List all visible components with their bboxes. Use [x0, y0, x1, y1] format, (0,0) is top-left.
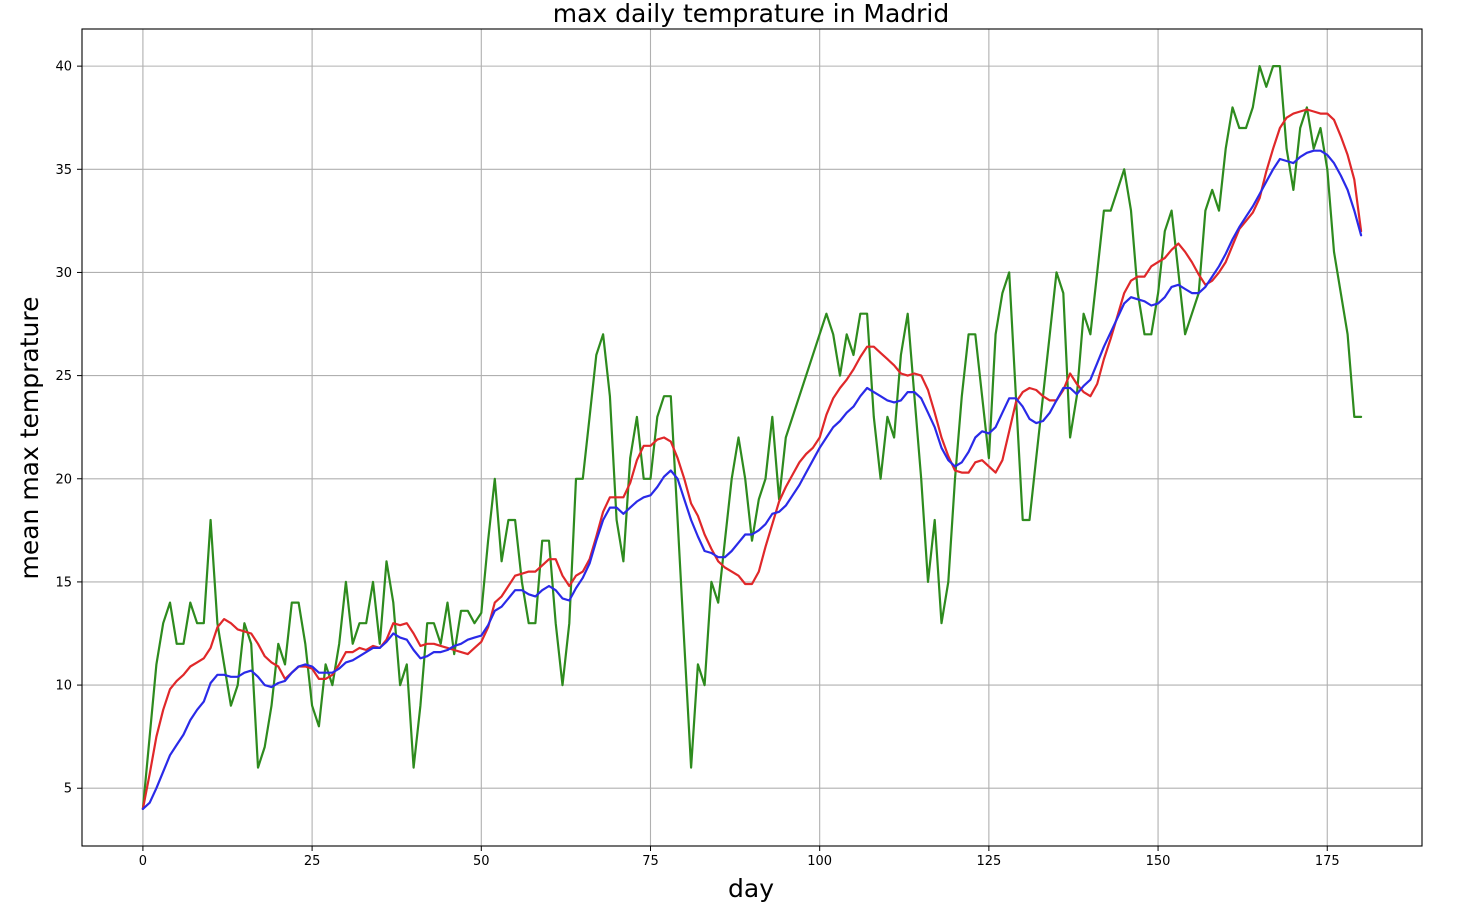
y-tick-label: 10	[55, 679, 72, 694]
x-tick-label: 25	[304, 854, 321, 869]
y-tick-label: 25	[55, 369, 72, 384]
x-tick-label: 175	[1315, 854, 1340, 869]
y-tick-label: 15	[55, 575, 72, 590]
y-tick-label: 5	[64, 782, 72, 797]
x-tick-label: 50	[473, 854, 490, 869]
series-line-3	[141, 149, 1363, 811]
x-tick-label: 75	[642, 854, 659, 869]
x-tick-label: 125	[976, 854, 1001, 869]
y-tick-label: 40	[55, 60, 72, 75]
grid	[82, 29, 1422, 846]
y-tick-label: 30	[55, 266, 72, 281]
series-line-1	[141, 64, 1363, 811]
series-layer	[141, 64, 1363, 811]
y-axis-ticks: 5 10 15 20 25 30 35 40	[55, 60, 82, 797]
y-axis-label: mean max temprature	[15, 296, 44, 579]
y-tick-label: 35	[55, 163, 72, 178]
y-tick-label: 20	[55, 472, 72, 487]
x-tick-label: 100	[807, 854, 832, 869]
x-tick-label: 0	[139, 854, 147, 869]
x-axis-label: day	[728, 874, 774, 903]
chart-title: max daily temprature in Madrid	[553, 0, 950, 28]
x-axis-ticks: 0 25 50 75 100 125 150 175	[139, 846, 1340, 869]
series-line-2	[141, 108, 1363, 811]
x-tick-label: 150	[1146, 854, 1171, 869]
plot-frame	[81, 28, 1423, 847]
